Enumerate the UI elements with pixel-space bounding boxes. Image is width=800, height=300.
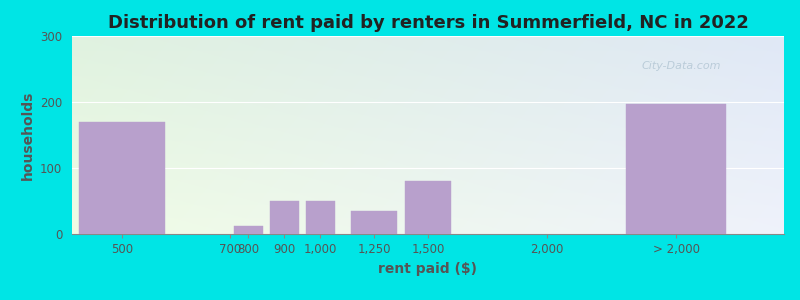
Bar [270,201,298,234]
X-axis label: rent paid ($): rent paid ($) [378,262,478,276]
Bar [234,226,262,234]
Bar [306,201,334,234]
Text: City-Data.com: City-Data.com [642,61,721,71]
Bar [79,122,166,234]
Bar [626,104,726,234]
Bar [350,211,398,234]
Title: Distribution of rent paid by renters in Summerfield, NC in 2022: Distribution of rent paid by renters in … [107,14,749,32]
Bar [405,181,451,234]
Y-axis label: households: households [21,90,34,180]
